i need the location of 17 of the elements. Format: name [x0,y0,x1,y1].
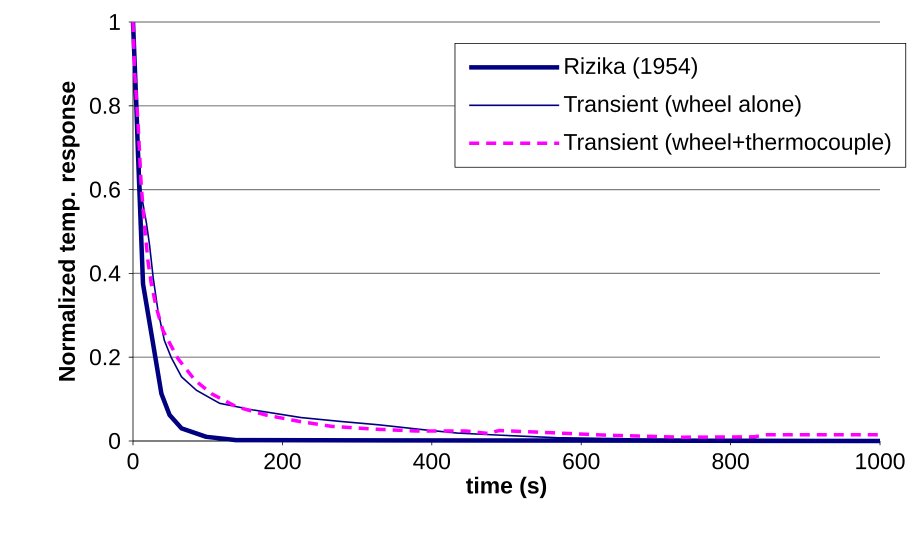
x-tick-label: 600 [563,453,600,470]
x-tick-label: 1000 [856,453,905,470]
y-axis-title: Normalized temp. response [58,82,80,381]
legend-label: Rizika (1954) [565,57,697,79]
y-tick-label: 0.8 [90,98,120,114]
y-tick-label: 0.2 [90,349,120,366]
x-tick-label: 800 [712,453,749,470]
y-tick-label: 1 [110,14,120,30]
legend-label: Transient (wheel+thermocouple) [564,133,890,155]
legend-label: Transient (wheel alone) [564,95,801,117]
x-axis-title: time (s) [466,476,546,498]
x-tick-label: 400 [413,453,450,470]
y-tick-label: 0 [109,432,120,450]
x-tick-label: 0 [128,453,138,470]
y-tick-label: 0.6 [90,181,120,198]
y-tick-label: 0.4 [90,265,120,282]
x-tick-label: 200 [264,453,301,470]
